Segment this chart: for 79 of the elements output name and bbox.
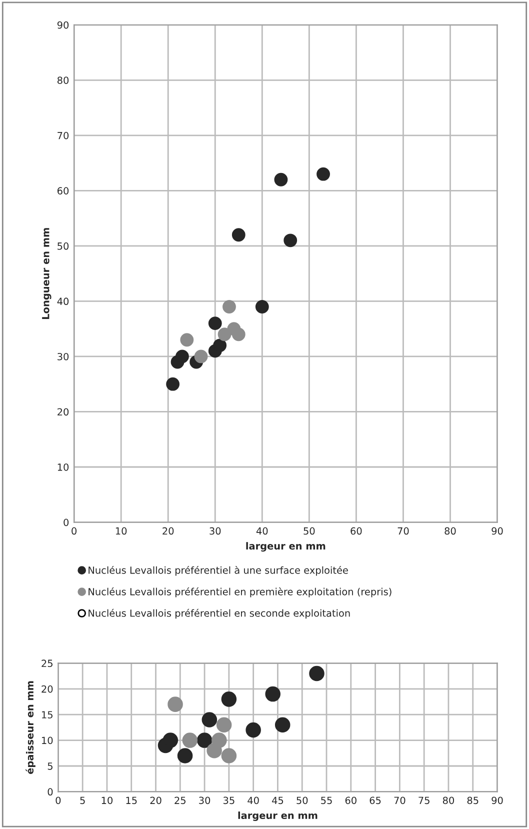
x-tick-label: 90 — [492, 527, 503, 535]
point — [212, 732, 227, 748]
x-tick-label: 20 — [162, 527, 174, 535]
point — [208, 316, 222, 330]
x-axis-title: largeur en mm — [238, 812, 318, 822]
point — [176, 350, 189, 364]
x-tick-label: 70 — [398, 527, 409, 535]
point — [316, 167, 330, 181]
point — [221, 748, 237, 764]
y-tick-label: 10 — [58, 463, 69, 471]
x-tick-label: 40 — [256, 527, 268, 535]
point — [265, 686, 280, 702]
point — [232, 328, 246, 342]
y-tick-label: 10 — [42, 736, 53, 744]
point — [284, 234, 298, 248]
y-tick-label: 0 — [64, 518, 69, 526]
x-tick-label: 35 — [223, 796, 234, 804]
x-axis-title: largeur en mm — [246, 542, 326, 552]
y-tick-label: 50 — [58, 242, 69, 250]
point — [213, 338, 227, 352]
point — [166, 377, 180, 391]
point — [162, 732, 178, 748]
point — [232, 228, 246, 242]
point — [168, 696, 183, 712]
point — [216, 717, 232, 733]
point — [196, 732, 212, 748]
point — [194, 350, 208, 364]
x-tick-label: 80 — [444, 527, 456, 535]
x-tick-label: 5 — [80, 796, 85, 804]
y-tick-label: 40 — [57, 298, 69, 306]
x-tick-label: 30 — [199, 796, 210, 804]
x-tick-label: 80 — [442, 796, 454, 804]
y-tick-label: 80 — [57, 76, 69, 84]
x-tick-label: 0 — [72, 527, 77, 535]
point — [221, 692, 237, 707]
y-tick-label: 20 — [58, 408, 69, 416]
x-tick-label: 55 — [321, 796, 332, 804]
x-tick-label: 30 — [210, 527, 221, 535]
legend-label: Nucléus Levallois préférentiel en première exploitation (repris) — [88, 587, 392, 598]
point — [222, 300, 236, 314]
x-tick-label: 70 — [394, 796, 406, 804]
point — [274, 717, 290, 733]
point — [182, 732, 198, 748]
x-tick-label: 25 — [174, 796, 186, 804]
x-tick-label: 15 — [126, 796, 137, 804]
y-tick-label: 15 — [42, 711, 52, 718]
point — [246, 722, 261, 738]
point — [309, 666, 324, 682]
x-tick-label: 45 — [272, 796, 284, 804]
point — [274, 172, 288, 186]
x-tick-label: 85 — [467, 796, 478, 804]
x-tick-label: 75 — [418, 796, 430, 804]
x-tick-label: 10 — [102, 796, 113, 804]
legend-label: Nucléus Levallois préférentiel en seconde exploitation — [88, 608, 350, 619]
x-tick-label: 90 — [492, 796, 503, 804]
x-tick-label: 60 — [345, 796, 356, 804]
y-tick-label: 5 — [48, 762, 52, 770]
x-tick-label: 10 — [116, 527, 127, 535]
y-tick-label: 25 — [42, 660, 52, 668]
y-axis-title: épaisseur en mm — [26, 681, 36, 774]
point — [202, 712, 218, 728]
y-tick-label: 60 — [58, 187, 69, 194]
y-tick-label: 20 — [42, 685, 53, 693]
x-tick-label: 40 — [248, 796, 259, 804]
x-tick-label: 50 — [296, 796, 308, 804]
y-tick-label: 0 — [48, 788, 53, 796]
y-axis-title: Longueur en mm — [42, 228, 52, 319]
point — [218, 328, 232, 342]
point — [177, 748, 193, 764]
legend-label: Nucléus Levallois préférentiel à une surface exploitée — [88, 566, 348, 576]
y-tick-label: 90 — [57, 21, 69, 29]
x-tick-label: 65 — [370, 796, 381, 804]
x-tick-label: 20 — [150, 796, 162, 804]
y-tick-label: 30 — [58, 352, 69, 360]
point — [255, 300, 269, 314]
x-tick-label: 50 — [304, 527, 315, 535]
point — [180, 333, 194, 347]
x-tick-label: 60 — [350, 527, 362, 535]
y-tick-label: 70 — [58, 132, 69, 140]
